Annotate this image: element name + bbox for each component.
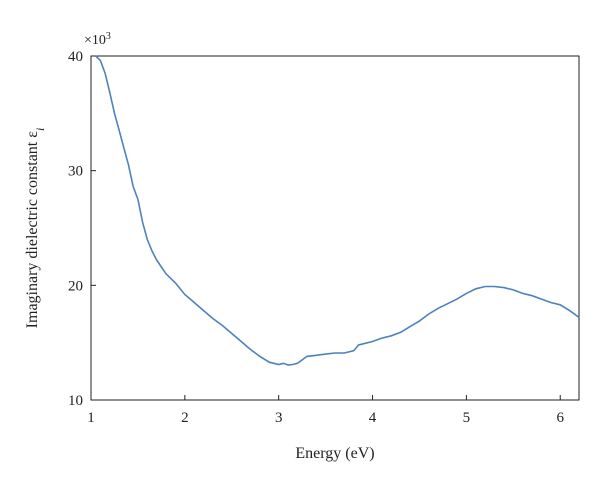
y-axis-ticks: 10 20 30 40 [68,49,96,409]
x-tick-label: 4 [369,410,377,426]
x-tick-label: 2 [181,410,189,426]
y-axis-multiplier: ×103 [84,31,111,49]
y-tick-label: 40 [68,49,83,65]
y-axis-title: Imaginary dielectric constant εi [24,128,47,329]
y-tick-label: 30 [68,164,83,180]
x-tick-label: 5 [463,410,471,426]
y-axis-multiplier-base: ×10 [84,33,106,48]
y-tick-label: 20 [68,278,83,294]
x-axis-ticks: 1 2 3 4 5 6 [87,395,564,426]
series-line [95,55,580,366]
x-tick-label: 3 [275,410,283,426]
y-axis-title-subscript: i [33,128,47,131]
x-tick-label: 6 [556,410,564,426]
y-axis-multiplier-exponent: 3 [106,31,111,42]
y-axis-title-main: Imaginary dielectric constant ε [24,131,41,329]
x-axis-title: Energy (eV) [295,445,374,462]
plot-frame [90,55,580,401]
y-tick-label: 10 [68,393,83,409]
x-tick-label: 1 [87,410,95,426]
